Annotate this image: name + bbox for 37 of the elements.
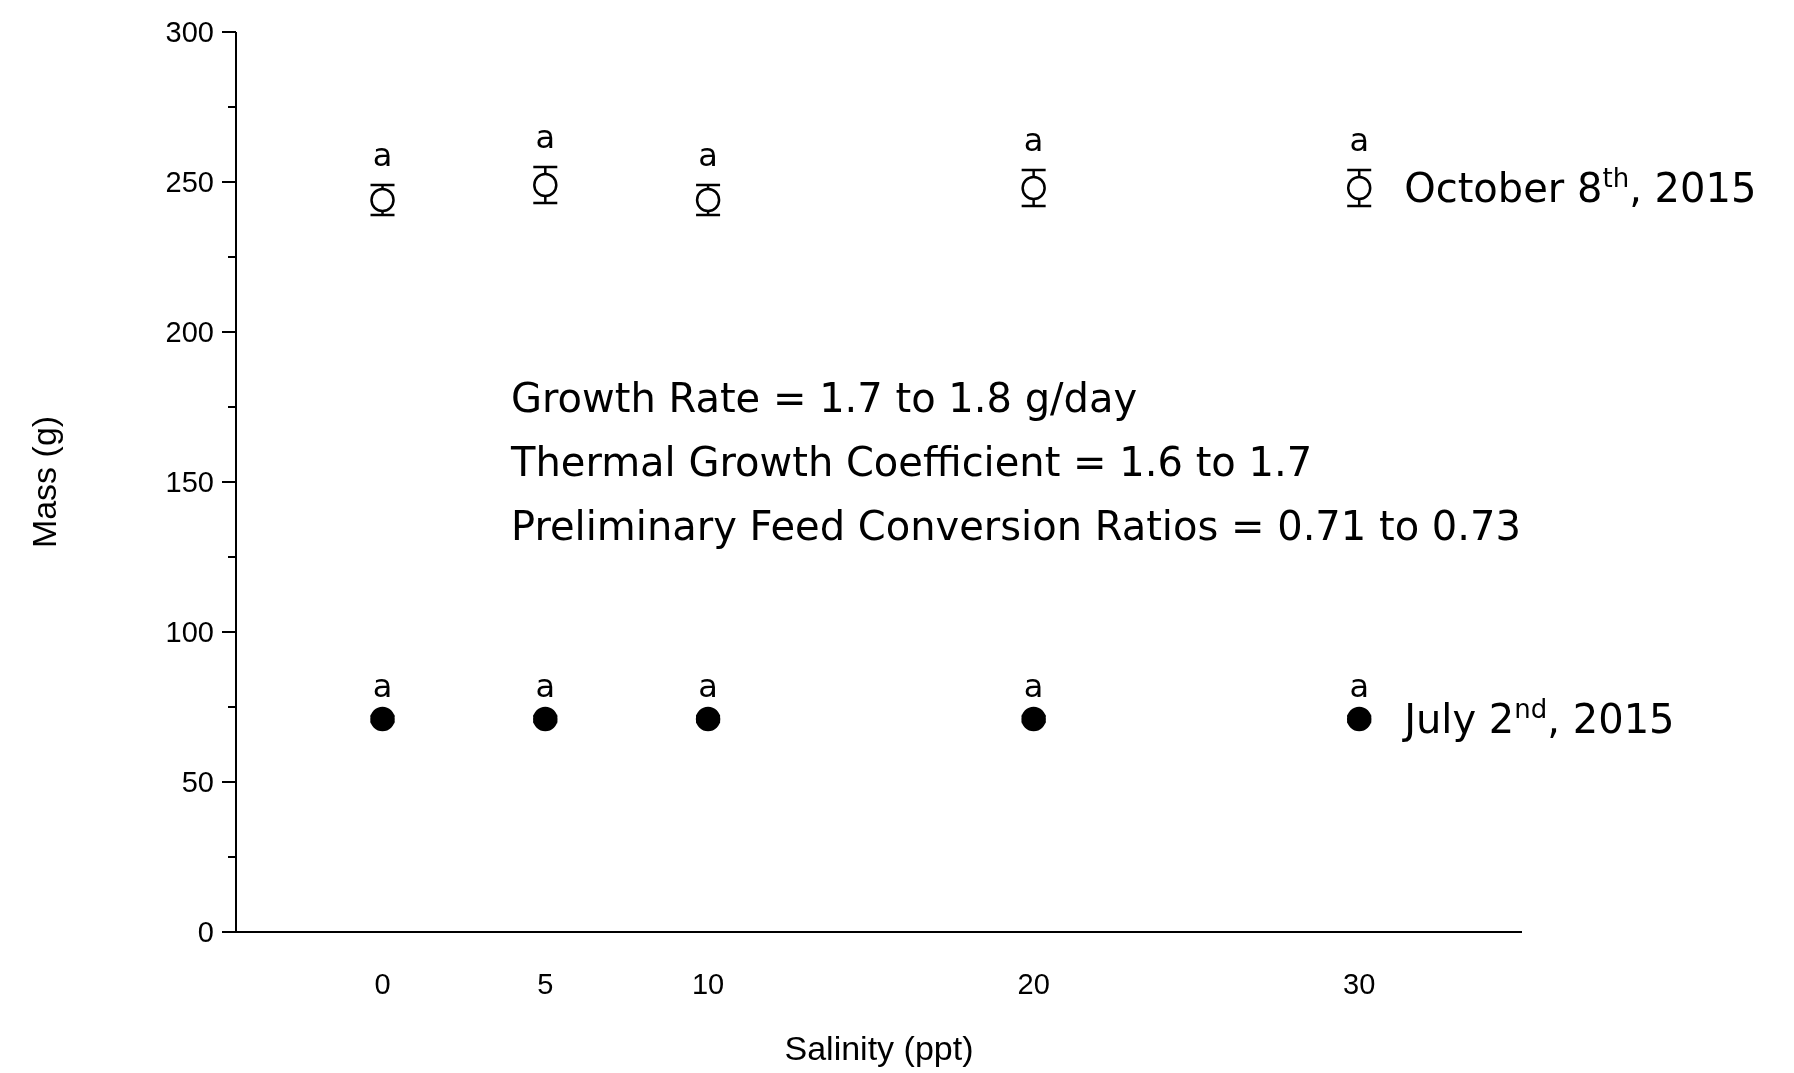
point	[533, 172, 558, 198]
y-axis-title: Mass (g)	[25, 415, 63, 549]
annotation: Preliminary Feed Conversion Ratios = 0.71 to 0.73	[511, 503, 1521, 549]
point	[1021, 175, 1046, 201]
point	[533, 706, 558, 732]
annotation: a	[535, 667, 556, 706]
y-tick-label: 250	[165, 166, 214, 199]
annotation: a	[1349, 121, 1370, 160]
point	[695, 706, 721, 732]
y-tick-label: 200	[165, 316, 214, 349]
point	[1346, 706, 1372, 732]
x-tick-label: 20	[1017, 968, 1050, 1000]
series-label: July 2$^{nd}$, 2015	[1401, 694, 1675, 742]
point	[1346, 175, 1372, 201]
series-label: October 8$^{th}$, 2015	[1404, 163, 1757, 211]
point	[370, 706, 395, 732]
annotation: a	[698, 136, 718, 175]
y-tick-label: 50	[181, 766, 214, 799]
annotation: a	[1023, 121, 1044, 160]
annotation: Growth Rate = 1.7 to 1.8 g/day	[511, 375, 1138, 421]
annotation: a	[1349, 667, 1370, 706]
x-tick-label: 0	[374, 968, 391, 1000]
annotation: a	[698, 667, 718, 706]
y-tick-label: 0	[197, 916, 214, 949]
annotation: Thermal Growth Coefficient = 1.6 to 1.7	[510, 439, 1313, 485]
annotation: a	[1023, 667, 1044, 706]
point	[1021, 706, 1046, 732]
y-tick-label: 300	[165, 16, 214, 49]
annotation: a	[372, 667, 393, 706]
x-axis-title: Salinity (ppt)	[784, 1029, 974, 1067]
x-tick-label: 30	[1343, 968, 1376, 1000]
annotation: a	[372, 136, 393, 175]
annotation: a	[535, 118, 556, 157]
x-tick-label: 5	[537, 968, 554, 1000]
x-tick-label: 10	[691, 968, 725, 1000]
y-tick-label: 150	[165, 466, 214, 499]
y-tick-label: 100	[165, 616, 214, 649]
